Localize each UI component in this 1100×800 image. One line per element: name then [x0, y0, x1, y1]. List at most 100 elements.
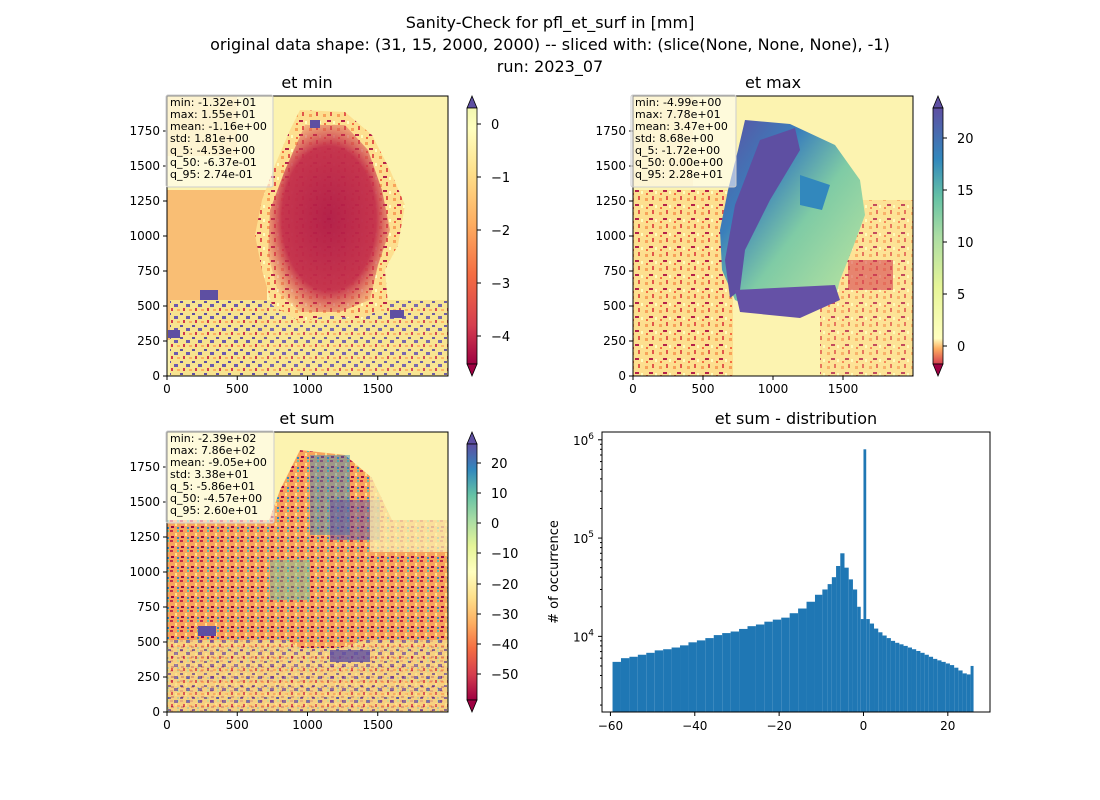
- histogram-bar: [911, 649, 917, 712]
- x-tick-label: 1000: [758, 382, 789, 396]
- y-tick-label: 1500: [129, 159, 160, 173]
- histogram-bar: [620, 658, 630, 712]
- stat-line: max: 1.55e+01: [170, 108, 256, 121]
- x-tick-label: 1000: [292, 718, 323, 732]
- histogram-bar: [866, 619, 870, 712]
- histogram-x-tick-label: −20: [766, 719, 791, 733]
- histogram-bar: [612, 661, 621, 712]
- stat-line: mean: 3.47e+00: [635, 120, 728, 133]
- colorbar-tick-label: −30: [491, 608, 518, 623]
- colorbar-et-sum: 20 10 0 −10 −20 −30 −40 −50: [466, 430, 518, 714]
- stat-line: min: -4.99e+00: [635, 96, 721, 109]
- colorbar-tick-label: 20: [491, 457, 508, 472]
- histogram-bar: [928, 656, 934, 712]
- histogram-x-tick-label: 20: [940, 719, 955, 733]
- stat-line: q_5: -5.86e+01: [170, 480, 255, 493]
- histogram-bar: [933, 658, 938, 712]
- stats-text-et-max: min: -4.99e+00 max: 7.78e+01 mean: 3.47e…: [635, 96, 731, 181]
- panel-et-min: et min 0 500 1000 1500 0 250 500 750 1000 1250 150…: [129, 73, 510, 396]
- colorbar-tick-label: −1: [491, 171, 510, 186]
- colorbar-tick-label: −20: [491, 578, 518, 593]
- y-tick-label: 0: [618, 369, 626, 383]
- histogram-x-tick-label: −40: [682, 719, 707, 733]
- x-tick-label: 500: [226, 718, 249, 732]
- y-tick-label: 500: [137, 635, 160, 649]
- histogram-bar: [844, 567, 849, 712]
- stat-line: std: 1.81e+00: [170, 132, 249, 145]
- histogram-bar: [958, 670, 963, 712]
- x-tick-label: 1000: [292, 382, 323, 396]
- panel-title-et-max: et max: [745, 73, 801, 92]
- histogram-bar: [730, 631, 740, 712]
- histogram-bar: [680, 645, 689, 712]
- histogram-bar: [970, 665, 974, 712]
- stats-box-et-min: min: -1.32e+01 max: 1.55e+01 mean: -1.16…: [165, 94, 274, 188]
- histogram-bar: [890, 640, 896, 712]
- stat-line: std: 3.38e+01: [170, 468, 249, 481]
- colorbar-ticks-et-sum: 20 10 0 −10 −20 −30 −40 −50: [477, 457, 518, 683]
- figure-title-line-1: Sanity-Check for pfl_et_surf in [mm]: [405, 13, 695, 32]
- stats-text-et-sum: min: -2.39e+02 max: 7.86e+02 mean: -9.05…: [170, 432, 270, 517]
- histogram-bar: [945, 663, 950, 712]
- y-tick-label: 1750: [129, 124, 160, 138]
- histogram-bar: [739, 628, 748, 712]
- histogram-bar: [840, 553, 845, 712]
- stat-line: min: -2.39e+02: [170, 432, 256, 445]
- panel-title-et-sum: et sum: [279, 409, 334, 428]
- stats-box-et-max: min: -4.99e+00 max: 7.78e+01 mean: 3.47e…: [630, 94, 737, 188]
- colorbar-tick-label: 5: [957, 288, 965, 303]
- y-tick-label: 1750: [129, 460, 160, 474]
- histogram-bar: [831, 577, 837, 712]
- histogram-bar: [789, 613, 799, 712]
- histogram-bar: [764, 621, 773, 712]
- x-tick-label: 500: [692, 382, 715, 396]
- y-tick-label: 1000: [129, 565, 160, 579]
- x-tick-label: 0: [163, 382, 171, 396]
- y-tick-label: 750: [603, 264, 626, 278]
- colorbar-tick-label: −3: [491, 277, 510, 292]
- histogram-bar: [874, 628, 879, 712]
- y-tick-label: 250: [137, 670, 160, 684]
- y-tick-label: 500: [137, 299, 160, 313]
- histogram-bar: [637, 654, 647, 712]
- colorbar-tick-label: 10: [491, 487, 508, 502]
- histogram-ylabel: # of occurrence: [547, 520, 562, 624]
- tick-exponent: 5: [588, 530, 594, 540]
- histogram-bar: [966, 674, 971, 712]
- histogram-y-tick-label: 106: [573, 432, 594, 448]
- histogram-bars: [612, 449, 974, 712]
- histogram-bar: [822, 589, 828, 712]
- colorbar-tick-label: −2: [491, 224, 510, 239]
- stats-box-et-sum: min: -2.39e+02 max: 7.86e+02 mean: -9.05…: [165, 430, 275, 524]
- y-tick-label: 1250: [595, 194, 626, 208]
- histogram-bar: [814, 594, 823, 712]
- panel-histogram: et sum - distribution −60 −40 −20 0 20 10410…: [547, 409, 991, 733]
- histogram-bar: [916, 650, 921, 712]
- histogram-bar: [924, 654, 929, 712]
- stat-line: std: 8.68e+00: [635, 132, 714, 145]
- histogram-bar: [827, 584, 832, 712]
- x-tick-label: 1500: [828, 382, 859, 396]
- y-tick-label: 0: [152, 705, 160, 719]
- histogram-bar: [654, 650, 664, 712]
- histogram-bar: [848, 579, 853, 712]
- stat-line: max: 7.78e+01: [635, 108, 721, 121]
- stat-line: q_95: 2.74e-01: [170, 168, 253, 181]
- histogram-bar: [705, 638, 714, 712]
- y-tick-label: 250: [603, 334, 626, 348]
- histogram-bar: [899, 644, 904, 712]
- colorbar-tick-label: −50: [491, 668, 518, 683]
- histogram-bar: [755, 624, 765, 712]
- histogram-bar: [920, 652, 925, 712]
- y-tick-label: 1750: [595, 124, 626, 138]
- colorbar-tick-label: 10: [957, 236, 974, 251]
- stat-line: q_50: 0.00e+00: [635, 156, 723, 169]
- x-tick-label: 500: [226, 382, 249, 396]
- stat-line: q_5: -1.72e+00: [635, 144, 720, 157]
- histogram-bar: [878, 632, 883, 712]
- colorbar-tick-label: 0: [957, 340, 965, 355]
- histogram-y-tick-label: 104: [573, 628, 594, 644]
- y-tick-label: 750: [137, 600, 160, 614]
- x-tick-label: 0: [629, 382, 637, 396]
